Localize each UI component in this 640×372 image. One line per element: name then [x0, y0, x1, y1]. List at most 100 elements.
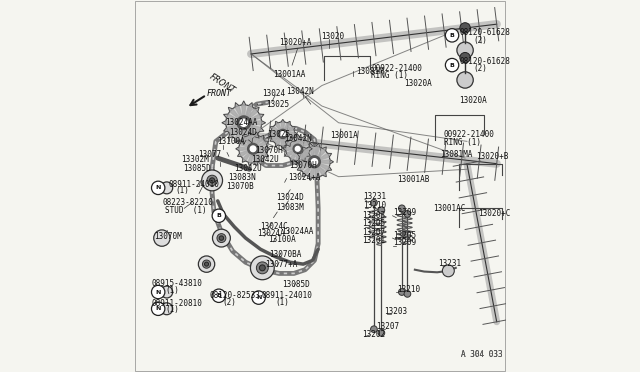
Text: 13020A: 13020A	[404, 79, 431, 88]
Polygon shape	[281, 119, 285, 134]
Circle shape	[278, 129, 287, 138]
Polygon shape	[243, 149, 253, 162]
Text: 13024AA: 13024AA	[281, 227, 314, 236]
Polygon shape	[275, 134, 283, 147]
Text: FRONT: FRONT	[207, 73, 237, 96]
Text: 13207: 13207	[362, 228, 385, 237]
Polygon shape	[298, 141, 310, 149]
Circle shape	[378, 330, 385, 336]
Text: 13024A: 13024A	[257, 229, 285, 238]
Polygon shape	[283, 126, 296, 134]
Polygon shape	[296, 134, 300, 149]
Polygon shape	[314, 160, 333, 164]
Polygon shape	[253, 149, 264, 162]
Text: 13302M: 13302M	[181, 155, 209, 164]
Text: 13085D: 13085D	[183, 164, 211, 173]
Text: 13025: 13025	[267, 130, 291, 139]
Circle shape	[295, 147, 300, 151]
Text: 13203: 13203	[362, 211, 385, 220]
Text: 13077+A: 13077+A	[265, 260, 298, 269]
Text: (1): (1)	[275, 298, 289, 307]
Circle shape	[457, 42, 473, 58]
Text: 13100A: 13100A	[218, 137, 245, 146]
Polygon shape	[237, 141, 253, 149]
Polygon shape	[314, 143, 320, 162]
Text: 13083N: 13083N	[228, 173, 256, 182]
Text: FRONT: FRONT	[207, 89, 232, 98]
Polygon shape	[253, 132, 258, 149]
Text: 08911-20810: 08911-20810	[151, 299, 202, 308]
Text: 13081MA: 13081MA	[440, 150, 472, 159]
Polygon shape	[226, 105, 262, 141]
Polygon shape	[236, 147, 253, 151]
Text: 13081M: 13081M	[356, 67, 384, 76]
Circle shape	[237, 116, 250, 129]
Text: 13210: 13210	[397, 285, 420, 294]
Text: 13202: 13202	[362, 330, 385, 339]
Polygon shape	[244, 114, 264, 123]
Polygon shape	[253, 149, 269, 157]
Polygon shape	[296, 149, 300, 163]
Polygon shape	[297, 162, 314, 170]
Circle shape	[311, 159, 317, 165]
Polygon shape	[235, 103, 244, 123]
Polygon shape	[253, 147, 270, 151]
Circle shape	[457, 72, 473, 88]
Text: 13201: 13201	[362, 236, 385, 245]
Text: 13042U: 13042U	[251, 155, 279, 164]
Text: 13020: 13020	[321, 32, 344, 41]
Circle shape	[378, 207, 385, 214]
Polygon shape	[244, 103, 252, 123]
Circle shape	[445, 29, 459, 42]
Text: 13100A: 13100A	[268, 235, 296, 244]
Circle shape	[280, 132, 285, 136]
Circle shape	[257, 262, 268, 274]
Polygon shape	[303, 162, 314, 177]
Polygon shape	[228, 108, 244, 123]
Polygon shape	[290, 149, 298, 161]
Text: 13020+A: 13020+A	[279, 38, 312, 47]
Text: 13070M: 13070M	[154, 232, 182, 241]
Text: 13209: 13209	[393, 238, 416, 247]
Polygon shape	[314, 162, 320, 180]
Text: STUD  (1): STUD (1)	[164, 206, 206, 215]
Circle shape	[259, 265, 266, 271]
Text: 13085D: 13085D	[282, 280, 310, 289]
Circle shape	[198, 256, 215, 272]
Polygon shape	[298, 147, 312, 151]
Polygon shape	[244, 123, 252, 143]
Polygon shape	[253, 135, 264, 149]
Circle shape	[152, 285, 165, 299]
Polygon shape	[248, 149, 253, 166]
Text: 13020+C: 13020+C	[477, 209, 510, 218]
Circle shape	[205, 262, 209, 266]
Circle shape	[399, 205, 405, 212]
Text: 13020+B: 13020+B	[476, 153, 509, 161]
Circle shape	[209, 178, 215, 183]
Text: (2): (2)	[223, 298, 236, 307]
Circle shape	[154, 230, 170, 246]
Polygon shape	[242, 101, 246, 123]
Polygon shape	[237, 149, 253, 157]
Polygon shape	[275, 121, 283, 134]
Polygon shape	[298, 136, 305, 149]
Polygon shape	[248, 132, 253, 149]
Polygon shape	[314, 153, 332, 162]
Text: RING (1): RING (1)	[444, 138, 481, 147]
Polygon shape	[295, 160, 314, 164]
Text: 13042U: 13042U	[234, 164, 262, 173]
Circle shape	[152, 181, 165, 195]
Circle shape	[460, 52, 470, 63]
Text: N: N	[256, 295, 261, 300]
Text: B: B	[216, 213, 221, 218]
Polygon shape	[309, 143, 314, 162]
Circle shape	[202, 170, 223, 191]
Text: N: N	[156, 289, 161, 295]
Text: A 304 033: A 304 033	[461, 350, 502, 359]
Text: 13024: 13024	[262, 89, 285, 97]
Polygon shape	[244, 123, 264, 131]
Circle shape	[217, 234, 226, 243]
Text: 13024+A: 13024+A	[287, 173, 320, 182]
Text: 00922-21400: 00922-21400	[444, 130, 494, 139]
Circle shape	[161, 182, 173, 194]
